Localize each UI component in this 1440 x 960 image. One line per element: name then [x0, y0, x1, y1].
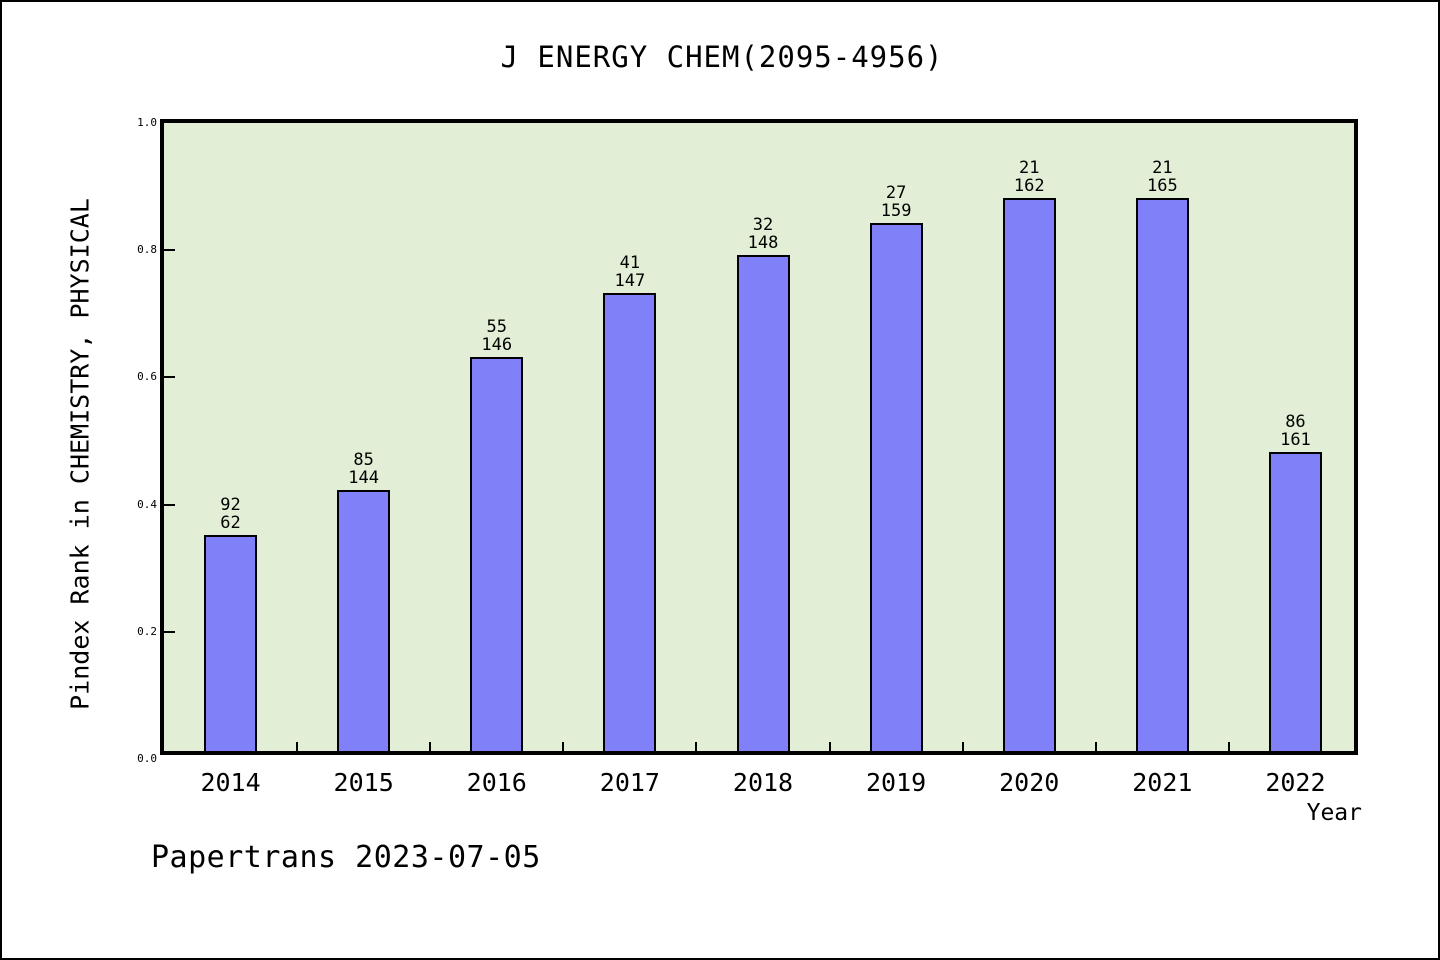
- y-tick-mark: [164, 249, 175, 251]
- bar-2022: [1268, 452, 1322, 751]
- bar-value-label-2020: 21 162: [1013, 158, 1045, 196]
- y-tick-label-0.6: 0.6: [137, 370, 157, 383]
- bar-value-label-2015: 85 144: [348, 450, 380, 488]
- bar-2021: [1135, 198, 1189, 751]
- bar-2015: [337, 490, 391, 751]
- bar-2018: [736, 255, 790, 751]
- bar-value-label-2018: 32 148: [747, 215, 779, 253]
- x-tick-label-2019: 2019: [866, 768, 927, 797]
- x-tick-label-2022: 2022: [1265, 768, 1326, 797]
- bar-value-label-2022: 86 161: [1280, 412, 1311, 450]
- chart-title: J ENERGY CHEM(2095-4956): [500, 40, 944, 74]
- x-tick-mark: [695, 742, 697, 751]
- y-tick-label-0.4: 0.4: [137, 498, 157, 511]
- bar-2014: [204, 535, 258, 751]
- y-tick-label-0.2: 0.2: [137, 625, 157, 638]
- bar-2016: [470, 357, 524, 751]
- bar-value-label-2021: 21 165: [1146, 158, 1178, 196]
- y-tick-label-0.0: 0.0: [137, 752, 157, 765]
- bar-value-label-2019: 27 159: [880, 183, 912, 221]
- x-tick-label-2014: 2014: [200, 768, 261, 797]
- y-tick-mark: [164, 631, 175, 633]
- bar-value-label-2014: 92 62: [220, 495, 241, 533]
- bar-value-label-2016: 55 146: [481, 317, 513, 355]
- watermark-text: Papertrans 2023-07-05: [151, 840, 541, 875]
- x-tick-label-2015: 2015: [333, 768, 394, 797]
- x-axis-title: Year: [1306, 800, 1362, 826]
- x-tick-label-2020: 2020: [999, 768, 1060, 797]
- x-tick-mark: [562, 742, 564, 751]
- x-tick-mark: [1228, 742, 1230, 751]
- x-tick-mark: [962, 742, 964, 751]
- x-tick-label-2016: 2016: [466, 768, 527, 797]
- bar-2017: [603, 293, 657, 751]
- bar-2020: [1002, 198, 1056, 751]
- plot-area: 92 62 85 144 55 146 41 147 32 148 27 159 21 162 21 165 8…: [160, 119, 1358, 755]
- x-tick-mark: [296, 742, 298, 751]
- y-tick-mark: [164, 376, 175, 378]
- x-tick-mark: [829, 742, 831, 751]
- x-tick-label-2018: 2018: [732, 768, 794, 797]
- y-tick-label-1.0: 1.0: [137, 116, 157, 129]
- y-tick-mark: [164, 504, 175, 506]
- x-tick-label-2021: 2021: [1132, 768, 1193, 797]
- x-tick-mark: [429, 742, 431, 751]
- y-tick-label-0.8: 0.8: [137, 243, 157, 256]
- bar-2019: [869, 223, 923, 751]
- bar-value-label-2017: 41 147: [614, 253, 646, 291]
- x-tick-label-2017: 2017: [599, 768, 660, 797]
- x-tick-mark: [1095, 742, 1097, 751]
